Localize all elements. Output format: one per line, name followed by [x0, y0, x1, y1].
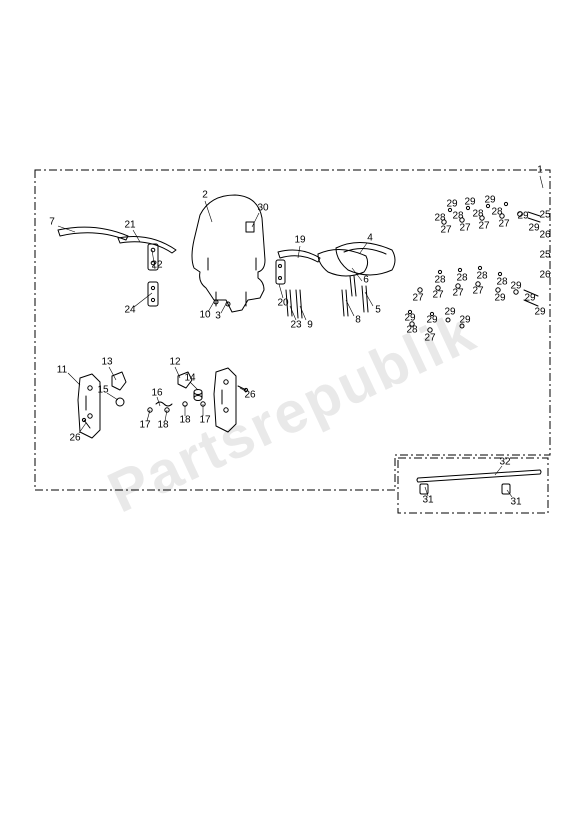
parts-art [58, 195, 541, 494]
part-plate-24 [148, 282, 158, 306]
part-screw-26b [238, 386, 248, 392]
leader-line [252, 213, 259, 227]
leader-line [221, 302, 227, 313]
frame-main [35, 170, 550, 490]
leader-line [279, 284, 283, 298]
leader-line [152, 250, 155, 269]
leader-line [133, 230, 140, 242]
leader-line [290, 306, 296, 320]
leader-line [68, 373, 80, 385]
diagram-page: Partsrepublik [0, 0, 583, 824]
part-stay-23 [286, 290, 292, 316]
leader-line [300, 306, 306, 320]
part-label-plate-30 [246, 222, 254, 232]
leaders-layer [58, 176, 543, 497]
part-washer-16 [156, 402, 172, 406]
leader-line [208, 300, 215, 312]
leader-line [134, 293, 152, 307]
diagram-svg [0, 0, 583, 824]
part-deflector-4b [318, 249, 368, 276]
part-bracket-11 [78, 374, 100, 438]
part-windscreen [192, 195, 265, 312]
fastener-cluster-mid [418, 266, 538, 306]
part-stay-5 [362, 286, 368, 312]
fastener-cluster-low [408, 310, 464, 332]
leader-line [365, 292, 373, 306]
part-spacer-14 [194, 390, 202, 401]
part-stay-8 [342, 290, 348, 316]
part-clip-12 [178, 372, 192, 388]
part-clip-13 [112, 372, 126, 390]
part-arm-left-7 [58, 227, 128, 240]
part-plate-20 [276, 260, 285, 284]
part-stay-6 [350, 276, 356, 296]
leader-line [495, 466, 502, 475]
fastener-cluster-top [442, 202, 540, 224]
leader-line [540, 176, 543, 188]
part-bracket-right [214, 368, 236, 432]
part-bar-32 [417, 470, 541, 482]
leader-line [107, 393, 118, 400]
leader-line [190, 382, 198, 390]
part-stay-9 [296, 290, 302, 318]
